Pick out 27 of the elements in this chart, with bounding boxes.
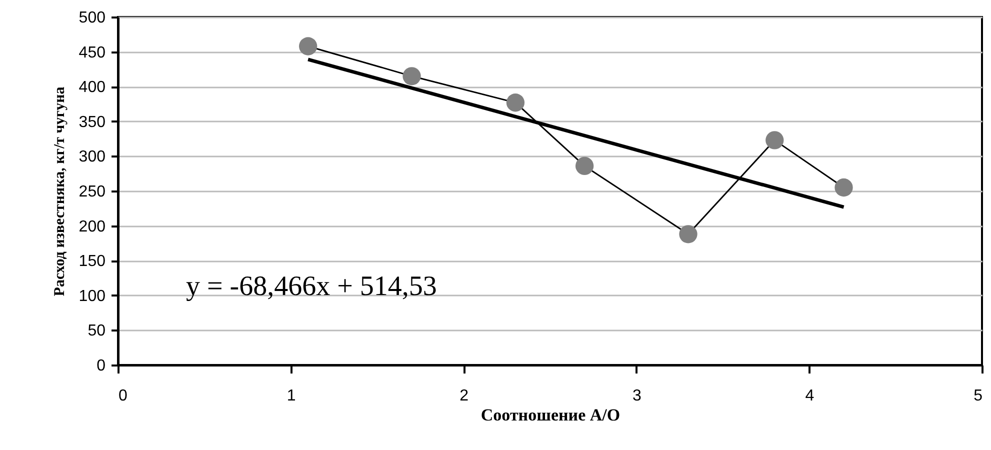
point [834, 178, 853, 197]
y-tick-label: 350 [78, 114, 106, 131]
y-tick-label: 250 [78, 184, 106, 200]
x-tick-label: 3 [632, 388, 642, 404]
y-tick-label: 300 [78, 148, 106, 166]
y-tick-label: 100 [78, 288, 106, 305]
point [679, 225, 698, 244]
x-tick-label: 0 [118, 388, 128, 404]
y-tick-label: 450 [78, 44, 106, 62]
y-tick-label: 500 [78, 10, 106, 26]
x-tick-label: 1 [286, 388, 296, 404]
point [506, 94, 525, 112]
point [575, 156, 594, 176]
y-tick-label: 0 [96, 358, 106, 374]
x-tick-label: 2 [460, 388, 469, 404]
y-tick-label: 50 [88, 322, 106, 340]
x-tick-label: 5 [974, 388, 983, 404]
x-tick-label: 4 [805, 388, 814, 404]
y-tick-label: 400 [78, 79, 106, 96]
y-tick-label: 150 [78, 253, 106, 270]
y-tick-label: 200 [78, 218, 106, 236]
annotation: y = -68,466x + 514,53 [186, 271, 437, 302]
point [402, 67, 421, 86]
point [766, 131, 784, 150]
x-axis-title: Соотношение А/О [480, 406, 620, 424]
y-axis-title: Расход известняка, кг/т чугуна [52, 86, 68, 296]
point [298, 37, 318, 56]
